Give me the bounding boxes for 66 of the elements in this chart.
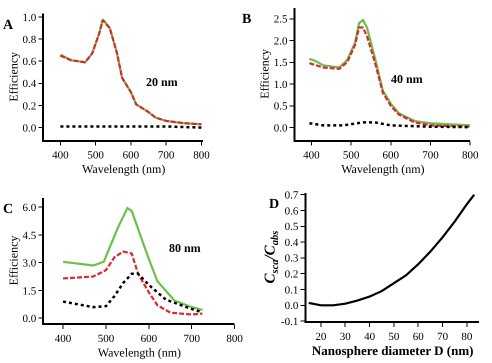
- y-tick-label: 0.5: [284, 221, 299, 234]
- line-series: [62, 272, 202, 313]
- y-tick-label: 0.6: [22, 56, 37, 68]
- chart-title: D: [269, 197, 280, 212]
- x-tick-label: 40: [364, 331, 376, 344]
- y-tick-label: 0.5: [274, 100, 288, 113]
- y-tick-label: 3.0: [22, 258, 37, 270]
- x-tick-label: 400: [54, 332, 72, 345]
- x-tick-label: 400: [303, 150, 320, 162]
- x-tick-label: 70: [437, 331, 449, 344]
- y-tick-label: 2.5: [274, 14, 288, 26]
- x-tick-label: 50: [388, 331, 400, 344]
- y-tick-label: 0.0: [274, 122, 288, 134]
- line-series: [62, 250, 204, 316]
- y-tick-label: 1.5: [22, 285, 37, 298]
- chart-title: A: [3, 18, 14, 33]
- y-tick-label: 0.4: [22, 78, 37, 90]
- line-series: [62, 207, 204, 311]
- y-tick-label: 0.6: [284, 205, 299, 218]
- x-tick-label: 800: [462, 150, 479, 162]
- x-tick-label: 600: [140, 332, 158, 345]
- annotation: 40 nm: [391, 72, 423, 86]
- x-axis-title: Wavelength (nm): [341, 162, 425, 176]
- y-tick-label: 6.0: [22, 202, 37, 214]
- x-tick-label: 20: [315, 331, 327, 344]
- x-tick-label: 800: [226, 332, 244, 345]
- x-tick-label: 600: [122, 150, 140, 162]
- x-tick-label: 500: [98, 332, 115, 345]
- y-axis-title: Efficiency: [6, 52, 20, 102]
- x-axis-title: Wavelength (nm): [98, 345, 182, 360]
- x-tick-label: 700: [158, 150, 175, 162]
- y-tick-label: 1.0: [22, 12, 37, 24]
- y-tick-label: 0.4: [284, 236, 299, 249]
- x-axis-title: Nanosphere diameter D (nm): [312, 343, 474, 358]
- y-axis-title: Efficiency: [6, 236, 20, 286]
- y-tick-label: 0.0: [284, 300, 299, 312]
- y-tick-label: 0.8: [22, 34, 37, 46]
- x-tick-label: 60: [412, 331, 424, 344]
- y-tick-label: 0.2: [284, 268, 298, 281]
- y-tick-label: 1.0: [274, 78, 288, 91]
- line-series: [308, 194, 476, 306]
- x-tick-label: 700: [422, 150, 440, 162]
- y-tick-label: 1.5: [274, 57, 288, 70]
- x-tick-label: 600: [382, 150, 400, 162]
- x-tick-label: 80: [461, 331, 473, 344]
- annotation: 20 nm: [146, 75, 178, 89]
- y-tick-label: 0.7: [284, 190, 299, 202]
- annotation: 80 nm: [169, 241, 201, 255]
- chart-title: B: [242, 12, 252, 27]
- chart-title: C: [3, 202, 14, 217]
- x-tick-label: 500: [342, 150, 360, 162]
- x-tick-label: 700: [183, 332, 200, 345]
- y-tick-label: 0.0: [22, 313, 37, 326]
- x-tick-label: 500: [87, 150, 104, 162]
- y-tick-label: 0.1: [284, 284, 298, 296]
- y-tick-label: 4.5: [22, 230, 37, 242]
- x-tick-label: 800: [193, 150, 210, 162]
- y-tick-label: 2.0: [274, 35, 288, 48]
- x-axis-title: Wavelength (nm): [82, 162, 166, 176]
- x-tick-label: 400: [52, 150, 70, 162]
- y-tick-label: -0.1: [280, 316, 298, 328]
- y-axis-title: Efficiency: [258, 48, 272, 99]
- x-tick-label: 30: [340, 331, 352, 344]
- y-tick-label: 0.0: [22, 122, 37, 134]
- y-tick-label: 0.2: [22, 100, 36, 112]
- y-tick-label: 0.3: [284, 252, 299, 265]
